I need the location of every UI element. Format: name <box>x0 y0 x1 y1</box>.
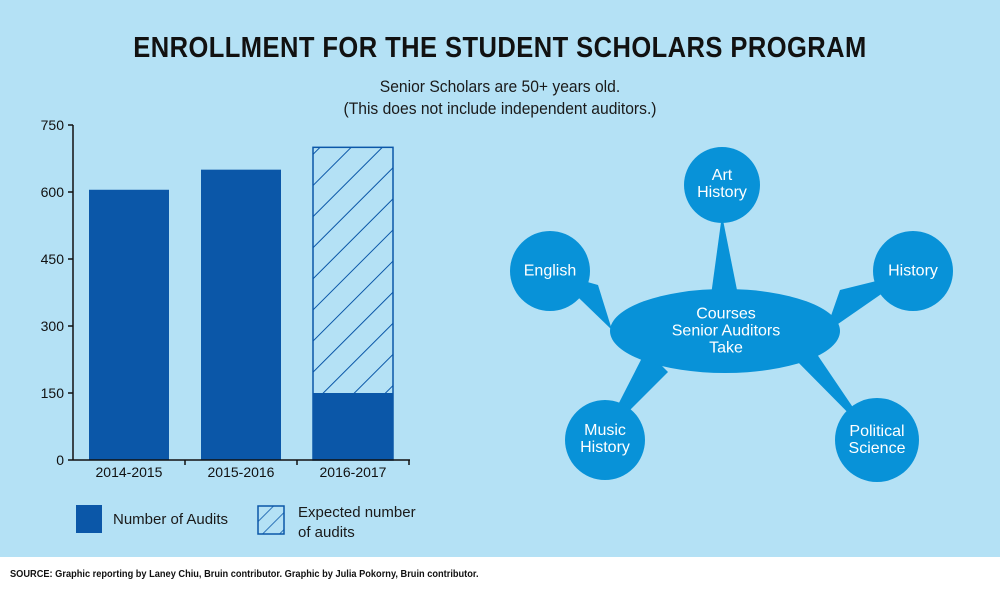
node-label-political-science-line1: Political <box>849 423 905 440</box>
enrollment-bar-chart: 0 150 300 450 600 750 2014-2015 2015-2016 2016-2… <box>41 117 410 480</box>
page-title: ENROLLMENT FOR THE STUDENT SCHOLARS PROG… <box>133 32 867 64</box>
source-credit: SOURCE: Graphic reporting by Laney Chiu,… <box>10 568 479 580</box>
center-label-line3: Take <box>709 339 743 357</box>
node-label-history: History <box>888 263 938 280</box>
legend-label-expected: Expected number of audits <box>298 503 438 543</box>
node-label-music-history-line2: History <box>580 439 630 456</box>
y-tick-label: 450 <box>41 251 65 267</box>
y-tick-label: 750 <box>41 117 65 133</box>
y-tick-label: 300 <box>41 318 65 334</box>
legend-swatch-expected <box>257 505 285 535</box>
y-tick-label: 600 <box>41 184 65 200</box>
legend-swatch-audits <box>76 505 102 533</box>
subtitle-line-1: Senior Scholars are 50+ years old. <box>379 77 621 96</box>
center-label-line1: Courses <box>696 305 756 323</box>
y-tick-label: 150 <box>41 385 65 401</box>
x-tick-label: 2014-2015 <box>96 464 163 480</box>
node-label-music-history-line1: Music <box>584 422 626 439</box>
node-label-art-history-line2: History <box>697 184 747 201</box>
legend-label-expected-line1: Expected number <box>298 504 416 521</box>
node-label-art-history: Art History <box>697 167 747 201</box>
subtitle-line-2: (This does not include independent audit… <box>343 99 657 118</box>
node-label-history-line1: History <box>888 262 938 280</box>
x-tick-label: 2015-2016 <box>208 464 275 480</box>
legend-label-expected-line2: of audits <box>298 524 355 541</box>
x-tick-label: 2016-2017 <box>320 464 387 480</box>
legend-label-audits: Number of Audits <box>113 511 229 528</box>
node-label-music-history: Music History <box>580 422 630 456</box>
bar-audits-2015-2016 <box>201 169 281 460</box>
bar-audits-2014-2015 <box>89 189 169 460</box>
bar-audits-2016-2017 <box>313 393 393 460</box>
center-label: Courses Senior Auditors Take <box>672 306 781 357</box>
node-label-art-history-line1: Art <box>711 167 733 184</box>
y-tick-label: 0 <box>56 452 64 468</box>
node-label-english: English <box>524 263 576 280</box>
center-label-line2: Senior Auditors <box>671 322 781 340</box>
node-label-english-line1: English <box>523 262 577 280</box>
node-label-political-science: Political Science <box>849 423 906 457</box>
node-label-political-science-line2: Science <box>848 440 906 457</box>
